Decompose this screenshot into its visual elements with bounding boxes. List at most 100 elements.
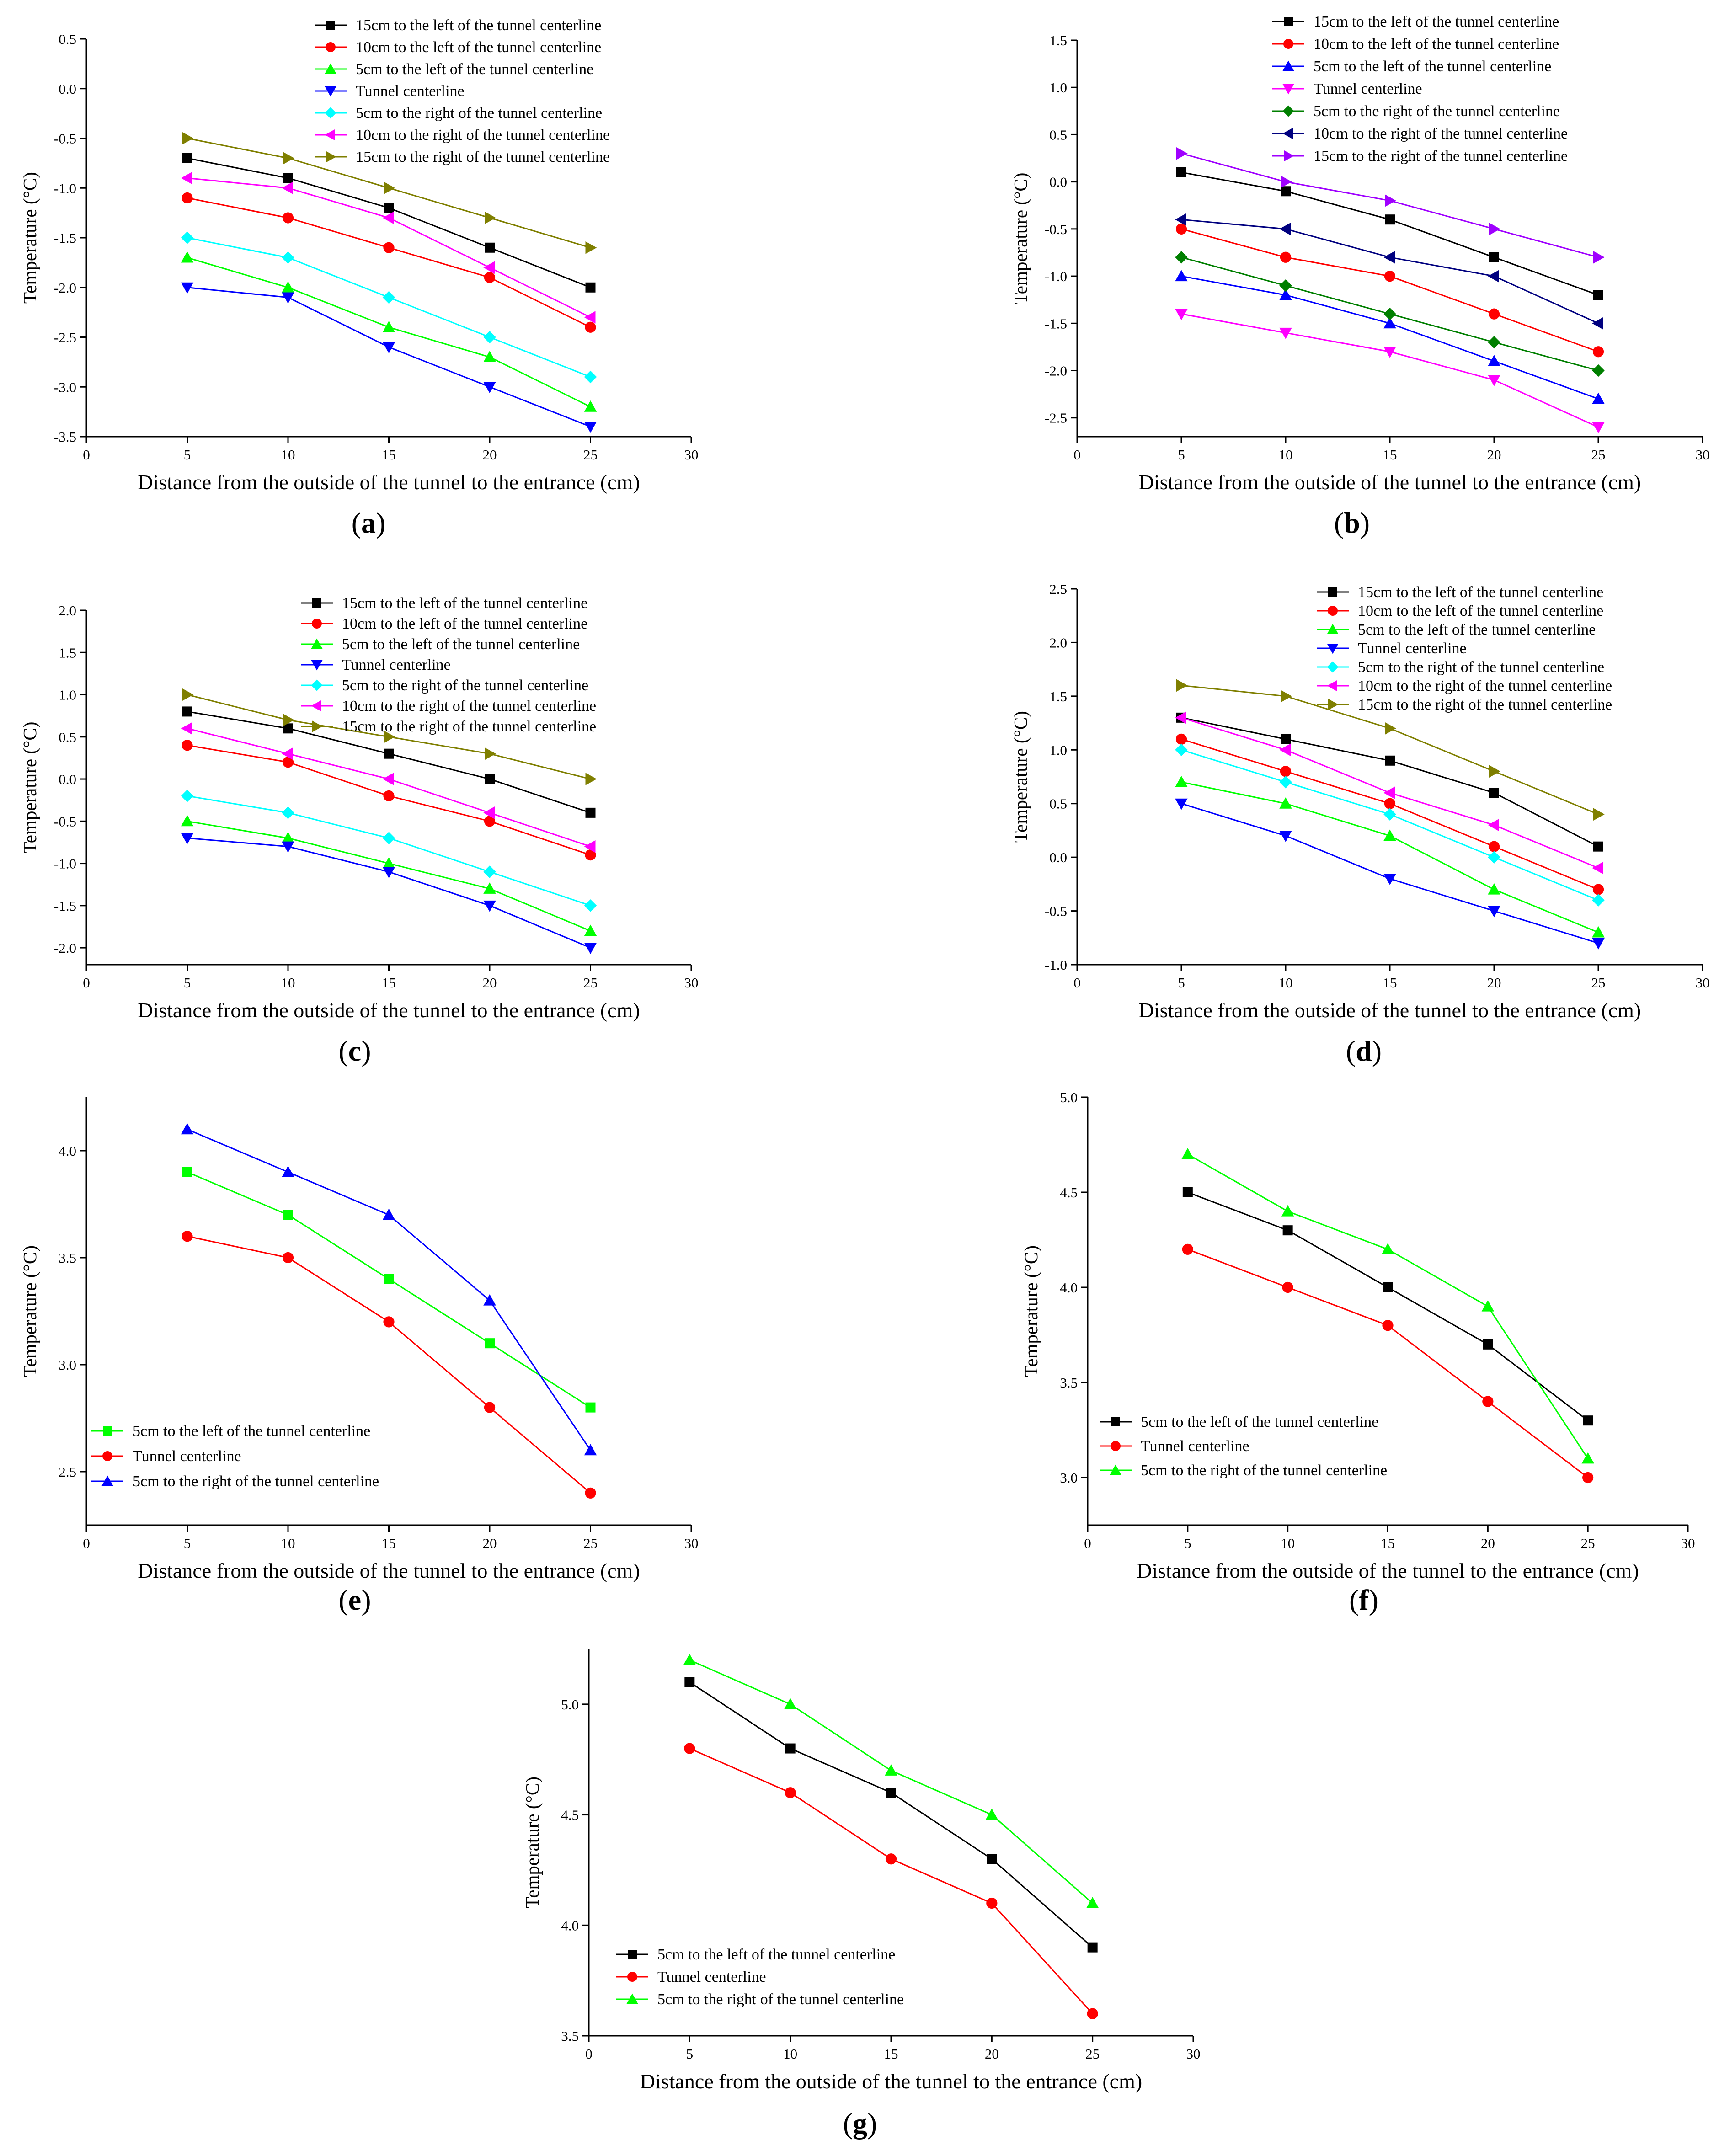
data-point [1381, 1243, 1394, 1254]
y-tick-label: 0.0 [1049, 849, 1067, 865]
series-line [1181, 803, 1599, 944]
x-tick-label: 20 [483, 1535, 497, 1551]
series-line [689, 1659, 1093, 1904]
data-point [1279, 327, 1292, 339]
series-line [1181, 228, 1599, 352]
data-point [382, 211, 394, 224]
y-tick-label: -0.5 [1045, 221, 1067, 237]
data-point [181, 171, 192, 185]
legend-marker [1284, 17, 1293, 26]
y-tick-label: -3.5 [54, 429, 76, 445]
data-point [1592, 861, 1603, 875]
chart-panel-e: 0 5 10 15 20 25 30 2.5 3.0 3.5 4.0 Distance from th… [19, 1097, 699, 1616]
legend-marker [326, 42, 336, 52]
data-point [1279, 288, 1292, 300]
x-tick-label: 0 [83, 447, 90, 463]
y-tick-label: -1.0 [54, 180, 76, 196]
y-tick-label: -0.5 [54, 813, 76, 829]
x-tick-label: 15 [1383, 975, 1397, 991]
legend-marker [325, 107, 336, 119]
legend-marker [1110, 1464, 1121, 1475]
x-tick-label: 15 [382, 975, 396, 991]
x-tick-label: 10 [1279, 447, 1293, 463]
x-tick-label: 10 [783, 2046, 797, 2062]
data-point [384, 181, 395, 194]
panel-label: (a) [352, 507, 386, 539]
data-point [1383, 1282, 1393, 1292]
data-point [382, 1208, 395, 1220]
legend-entry: 10cm to the left of the tunnel centerlin… [1358, 603, 1603, 619]
y-tick-label: 0.0 [1049, 174, 1067, 190]
legend-entry: 10cm to the right of the tunnel centerli… [1358, 678, 1612, 694]
legend-marker [1328, 587, 1337, 597]
y-tick-label: 4.5 [561, 1807, 579, 1823]
data-point [585, 807, 596, 818]
y-tick-label: -1.0 [1045, 957, 1067, 973]
data-point [585, 282, 596, 293]
legend-marker [311, 700, 321, 712]
data-point [382, 867, 395, 878]
x-tick-label: 20 [1487, 975, 1501, 991]
legend-entry: 10cm to the left of the tunnel centerlin… [342, 615, 587, 632]
data-point [1384, 270, 1396, 282]
data-point [1280, 251, 1292, 263]
y-axis-label: Temperature (°C) [522, 1777, 543, 1908]
legend-marker [1328, 606, 1338, 616]
x-axis-label: Distance from the outside of the tunnel … [1137, 1559, 1639, 1582]
x-tick-label: 30 [1696, 447, 1710, 463]
y-tick-label: 0.5 [59, 31, 76, 47]
data-point [181, 251, 194, 263]
data-point [1488, 270, 1499, 283]
x-tick-label: 25 [1581, 1535, 1595, 1551]
legend-marker [627, 1972, 637, 1982]
data-point [1488, 336, 1500, 349]
data-point [1582, 1472, 1594, 1484]
y-axis-label: Temperature (°C) [19, 1245, 40, 1377]
legend-entry: Tunnel centerline [133, 1448, 241, 1465]
legend-marker [311, 638, 323, 649]
data-point [282, 1166, 294, 1177]
x-tick-label: 5 [184, 975, 191, 991]
y-tick-label: -1.5 [54, 898, 76, 914]
legend-entry: 5cm to the right of the tunnel centerlin… [1141, 1462, 1387, 1479]
chart-panel-b: 0 5 10 15 20 25 30 -2.5 -2.0 -1.5 -1.0 -0.5 0.0 0.5 1.… [1010, 13, 1710, 539]
data-point [1592, 364, 1605, 377]
data-point [483, 1294, 496, 1306]
y-tick-label: 1.0 [1049, 80, 1067, 96]
data-point [383, 1316, 395, 1328]
data-point [585, 773, 597, 785]
legend-marker [312, 619, 322, 629]
y-tick-label: -1.0 [1045, 268, 1067, 284]
data-point [1488, 906, 1500, 918]
data-point [584, 370, 597, 384]
legend-entry: Tunnel centerline [1314, 80, 1422, 97]
data-point [382, 321, 395, 332]
x-tick-label: 0 [1073, 975, 1081, 991]
data-point [584, 924, 597, 936]
x-tick-label: 25 [1591, 975, 1606, 991]
y-axis-label: Temperature (°C) [19, 172, 40, 304]
x-tick-label: 5 [686, 2046, 694, 2062]
y-axis-label: Temperature (°C) [19, 722, 40, 854]
data-point [1382, 1320, 1394, 1331]
data-point [1489, 223, 1500, 235]
data-point [1176, 147, 1188, 160]
x-tick-label: 25 [1085, 2046, 1100, 2062]
chart-panel-a: 0 5 10 15 20 25 30 -3.5 -3.0 -2.5 -2.0 -1.5 -1.0 -0.5… [19, 17, 699, 539]
y-tick-label: -2.5 [54, 330, 76, 346]
y-axis-label: Temperature (°C) [1010, 173, 1031, 304]
data-point [484, 1402, 496, 1413]
data-point [1384, 798, 1396, 809]
data-point [1175, 251, 1188, 264]
x-tick-label: 5 [1178, 447, 1185, 463]
legend-entry: 10cm to the right of the tunnel centerli… [342, 698, 596, 715]
data-point [483, 382, 496, 393]
data-point [283, 723, 293, 734]
y-tick-label: 1.0 [59, 687, 76, 703]
data-point [1175, 309, 1188, 320]
series-line [1181, 313, 1599, 428]
x-axis-label: Distance from the outside of the tunnel … [1139, 470, 1641, 494]
legend-entry: 5cm to the left of the tunnel centerline [342, 636, 580, 653]
data-point [382, 832, 395, 844]
data-point [1175, 798, 1188, 810]
